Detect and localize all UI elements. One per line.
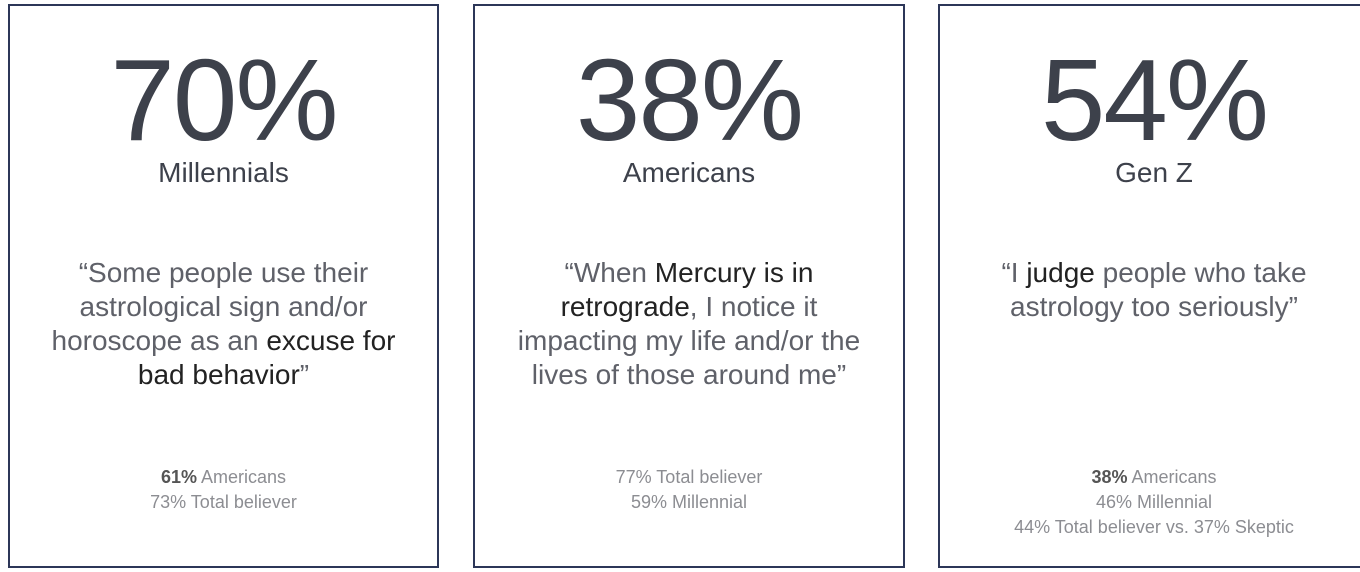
note-part: 44% Total believer vs. 37% Skeptic [1014,517,1294,537]
note-part: 59% Millennial [630,492,748,512]
note-line: 61% Americans [10,465,437,490]
quote: “I judge people who take astrology too s… [980,256,1328,324]
note-line: 59% Millennial [475,490,903,515]
note-part: 77% Total believer [615,467,763,487]
stat-card: 70% Millennials “Some people use their ast… [8,4,439,568]
stat-value: 54% [1040,35,1269,165]
stat-group: Americans [622,157,756,188]
stat-card: 54% Gen Z “I judge people who take astrolo… [938,4,1360,568]
note-part: 46% Millennial [1095,492,1213,512]
notes: 77% Total believer 59% Millennial [475,465,903,515]
stat-group: Gen Z [1115,157,1193,188]
quote-part: “I [1001,257,1027,288]
note-part: Americans [1127,467,1217,487]
notes: 61% Americans 73% Total believer [10,465,437,515]
note-line: 44% Total believer vs. 37% Skeptic [940,515,1360,540]
note-part: Americans [196,467,287,487]
stat-group: Millennials [158,157,289,188]
quote-part: “When [564,257,655,288]
quote-part: Mercury is in retrograde [560,257,814,322]
notes: 38% Americans 46% Millennial 44% Total bel… [940,465,1360,540]
quote-part: people who take astrology too seriously” [1010,257,1307,322]
stat-value: 70% [110,35,338,165]
note-line: 38% Americans [940,465,1360,490]
quote-part: , I notice it impacting my life and/or t… [517,291,861,390]
note-line: 73% Total believer [10,490,437,515]
quote-part: ” [299,359,310,390]
note-part: 73% Total believer [150,492,297,512]
stat-value: 38% [575,35,804,165]
note-part: 61% [160,467,197,487]
quote: “Some people use their astrological sign… [50,256,397,392]
note-part: 38% [1091,467,1128,487]
quote-part: excuse for bad behavior [137,325,396,390]
quote: “When Mercury is in retrograde, I notice… [515,256,863,392]
stat-card: 38% Americans “When Mercury is in retrogra… [473,4,905,568]
quote-part: judge [1026,257,1095,288]
note-line: 46% Millennial [940,490,1360,515]
quote-part: “Some people use their astrological sign… [51,257,369,356]
note-line: 77% Total believer [475,465,903,490]
